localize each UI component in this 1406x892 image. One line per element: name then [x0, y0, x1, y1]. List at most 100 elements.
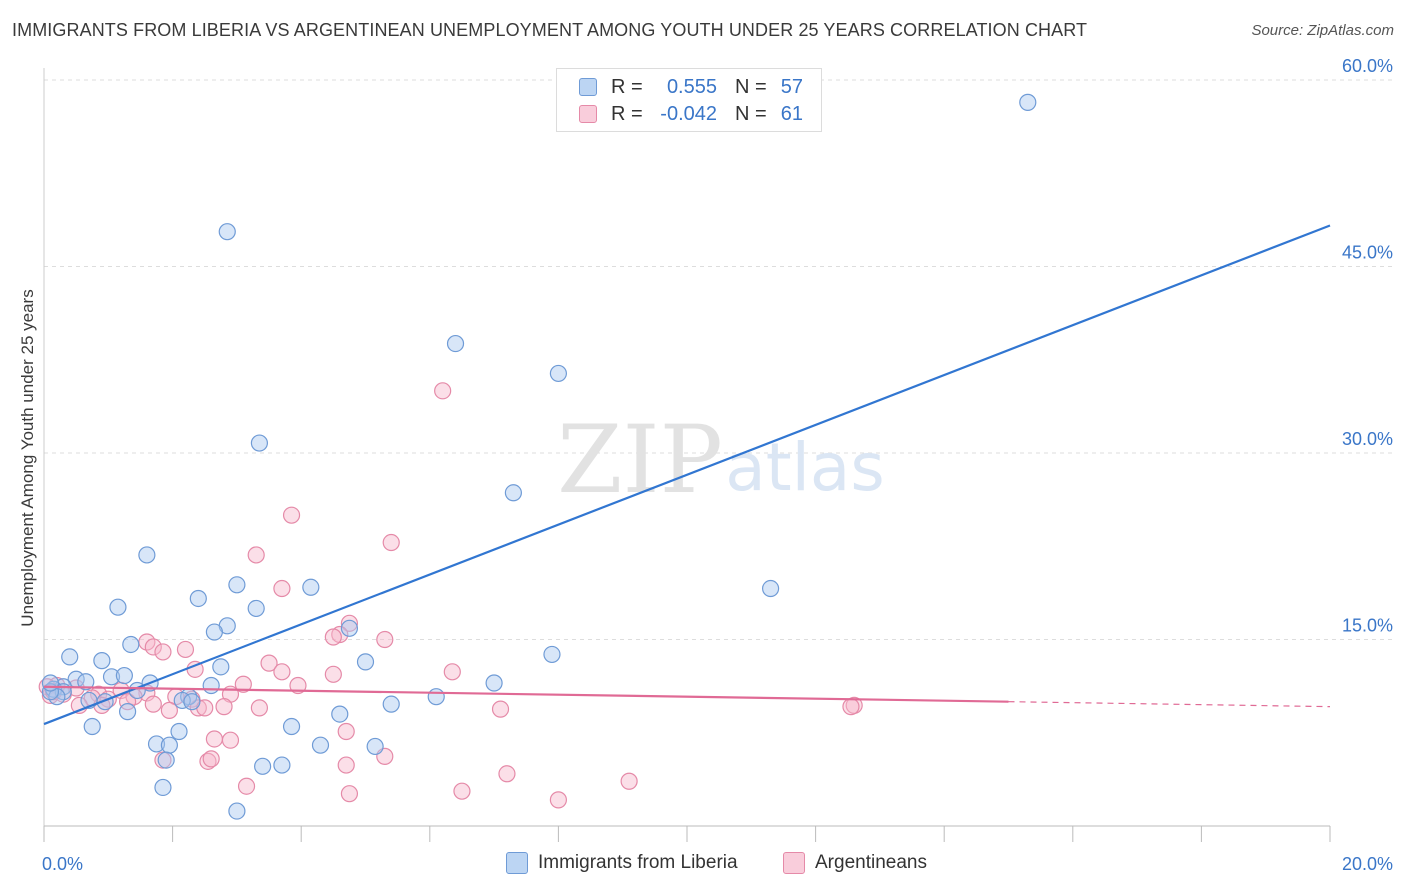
liberia-point — [340, 619, 359, 637]
legend-n-label: N = — [735, 102, 767, 125]
argentinean-point — [247, 546, 265, 564]
argentinean-point — [549, 791, 568, 809]
liberia-point — [61, 648, 79, 666]
argentinean-point — [491, 700, 510, 718]
argentinean-point — [260, 654, 278, 672]
liberia-point — [366, 737, 384, 756]
legend-n-value: 57 — [780, 75, 803, 98]
legend-label-argentineans: Argentineans — [815, 852, 927, 873]
liberia-point — [250, 434, 269, 452]
legend-swatch-argentineans — [783, 852, 805, 874]
argentinean-point — [202, 750, 220, 768]
liberia-point — [228, 802, 246, 820]
argentinean-point — [337, 756, 355, 774]
argentinean-point — [160, 701, 178, 719]
legend-r-label: R = — [611, 75, 643, 98]
liberia-point — [154, 778, 172, 797]
liberia-point — [102, 668, 121, 686]
y-tick-label: 60.0% — [1342, 56, 1393, 76]
liberia-point — [138, 546, 156, 564]
liberia-point — [254, 757, 272, 775]
tick-labels: 15.0% 30.0% 45.0% 60.0% 0.0% 20.0% — [42, 56, 1393, 874]
liberia-point — [41, 674, 60, 692]
source-credit: Source: ZipAtlas.com — [1251, 22, 1394, 39]
argentinean-point — [324, 665, 342, 683]
argentinean-point — [205, 730, 223, 748]
liberia-point — [761, 579, 780, 598]
liberia-point — [302, 578, 320, 596]
liberia-point — [1019, 93, 1037, 111]
liberia-point — [157, 751, 175, 769]
argentinean-point — [453, 782, 471, 800]
liberia-trend-line — [43, 224, 1331, 726]
argentinean-point — [215, 698, 233, 716]
correlation-legend: R = 0.555 N = 57 R = -0.042 N = 61 — [556, 68, 822, 132]
watermark-zip: ZIP — [557, 406, 723, 515]
argentinean-trend-extension — [1008, 701, 1331, 708]
y-tick-label: 45.0% — [1342, 243, 1393, 263]
liberia-point — [273, 756, 291, 774]
argentinean-point — [221, 731, 240, 749]
liberia-point — [109, 598, 127, 616]
legend-r-label: R = — [611, 102, 643, 125]
y-tick-label: 30.0% — [1342, 429, 1393, 449]
argentinean-point — [154, 643, 172, 661]
liberia-point — [212, 658, 230, 676]
argentinean-point — [234, 675, 252, 693]
liberia-point — [202, 676, 220, 695]
liberia-point — [115, 666, 133, 685]
legend-n-value: 61 — [780, 102, 803, 125]
argentinean-point — [337, 722, 355, 741]
legend-item-liberia[interactable]: Immigrants from Liberia — [506, 852, 738, 874]
liberia-point — [331, 705, 349, 723]
liberia-point — [183, 693, 201, 711]
liberia-point — [356, 653, 375, 671]
argentinean-point — [237, 777, 256, 795]
liberia-point — [543, 645, 561, 664]
argentinean-point — [118, 693, 137, 711]
liberia-point — [549, 364, 568, 383]
liberia-point — [311, 736, 330, 754]
argentinean-point — [443, 663, 461, 681]
series-liberia — [41, 93, 1037, 820]
series-legend: Immigrants from Liberia Argentineans — [0, 850, 1406, 878]
gridlines — [44, 79, 1395, 640]
argentinean-point — [289, 676, 307, 695]
argentinean-point — [273, 579, 291, 598]
y-tick-label: 15.0% — [1342, 616, 1393, 636]
argentinean-point — [176, 640, 195, 659]
legend-swatch-argentineans — [579, 105, 597, 123]
argentinean-point — [199, 752, 217, 770]
legend-row-liberia: R = 0.555 N = 57 — [579, 74, 803, 100]
argentinean-point — [434, 382, 452, 400]
liberia-point — [446, 334, 465, 353]
watermark-atlas: atlas — [725, 429, 885, 506]
chart-title: IMMIGRANTS FROM LIBERIA VS ARGENTINEAN U… — [12, 20, 1088, 40]
argentinean-point — [250, 699, 269, 717]
liberia-point — [118, 703, 137, 721]
legend-label-liberia: Immigrants from Liberia — [538, 852, 738, 873]
argentinean-point — [144, 638, 162, 656]
x-tick-label: 0.0% — [42, 854, 83, 874]
legend-swatch-liberia — [579, 78, 597, 96]
liberia-point — [93, 652, 111, 670]
argentinean-point — [282, 506, 301, 524]
argentinean-point — [324, 628, 342, 646]
legend-swatch-liberia — [506, 852, 528, 874]
liberia-point — [160, 736, 178, 754]
trend-lines — [43, 224, 1331, 726]
argentinean-trend-line — [43, 685, 1009, 703]
liberia-point — [218, 223, 236, 241]
liberia-point — [170, 722, 188, 741]
liberia-point — [205, 623, 223, 641]
argentinean-point — [144, 695, 162, 713]
argentinean-point — [498, 765, 516, 783]
liberia-point — [147, 735, 166, 753]
legend-item-argentineans[interactable]: Argentineans — [783, 852, 927, 874]
legend-r-value: 0.555 — [666, 75, 717, 98]
argentinean-point — [340, 785, 359, 803]
x-tick-label: 20.0% — [1342, 854, 1393, 874]
liberia-point — [228, 576, 246, 594]
legend-n-label: N = — [735, 75, 767, 98]
